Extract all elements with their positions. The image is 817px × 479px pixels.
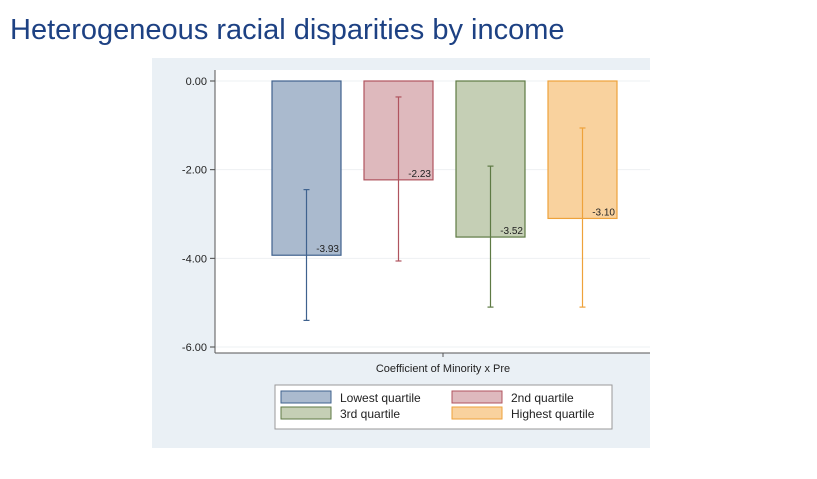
- legend-swatch: [451, 390, 503, 404]
- legend-label: Highest quartile: [511, 407, 595, 421]
- legend-swatch: [280, 406, 332, 420]
- data-label: -3.52: [500, 226, 523, 237]
- legend-label: 3rd quartile: [340, 407, 400, 421]
- data-label: -2.23: [408, 169, 431, 180]
- legend-swatch: [451, 406, 503, 420]
- y-tick-label: 0.00: [186, 76, 207, 88]
- x-axis-label: Coefficient of Minority x Pre: [376, 363, 510, 375]
- y-tick-label: -4.00: [182, 253, 207, 265]
- legend-label: 2nd quartile: [511, 391, 574, 405]
- data-label: -3.10: [592, 207, 615, 218]
- data-label: -3.93: [316, 244, 339, 255]
- y-tick-label: -6.00: [182, 342, 207, 354]
- legend-swatch: [280, 390, 332, 404]
- legend-label: Lowest quartile: [340, 391, 421, 405]
- slide-title: Heterogeneous racial disparities by inco…: [10, 14, 565, 46]
- y-tick-label: -2.00: [182, 165, 207, 177]
